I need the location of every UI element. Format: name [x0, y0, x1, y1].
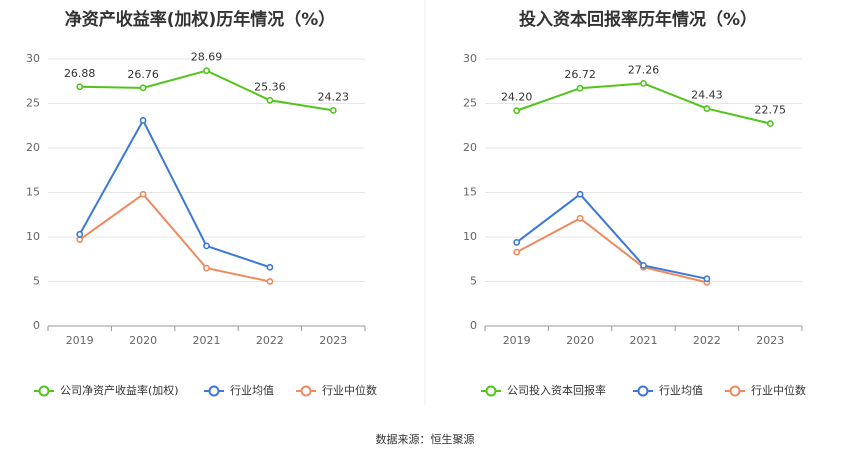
legend-label: 行业中位数 — [751, 383, 806, 397]
industry-average-data-point — [139, 117, 147, 124]
legend-item-industry-average[interactable]: 行业均值 — [204, 384, 274, 397]
legend-item-industry-median[interactable]: 行业中位数 — [725, 383, 806, 397]
industry-median-data-point — [513, 248, 521, 256]
x-tick-label: 2020 — [129, 334, 157, 347]
y-tick-label: 15 — [26, 186, 40, 199]
legend-circle-marker — [38, 385, 50, 397]
industry-average-data-point — [576, 190, 584, 198]
data-label: 26.88 — [64, 67, 96, 80]
industry-median-series-line — [79, 192, 271, 283]
data-label: 24.23 — [318, 90, 350, 103]
legend-item-company[interactable]: 公司净资产收益率(加权) — [34, 383, 179, 397]
y-tick-label: 25 — [463, 97, 477, 110]
data-label: 22.75 — [755, 104, 787, 117]
data-label: 24.43 — [691, 89, 723, 102]
company-data-point — [329, 106, 337, 114]
company-data-point — [266, 96, 274, 104]
legend-circle-marker — [300, 385, 312, 397]
y-tick-label: 5 — [33, 275, 40, 288]
chart-title: 投入资本回报率历年情况（%） — [519, 9, 757, 30]
industry-median-data-point — [576, 214, 584, 222]
chart-title: 净资产收益率(加权)历年情况（%） — [65, 9, 336, 30]
x-tick-label: 2023 — [319, 334, 347, 347]
y-tick-label: 10 — [463, 230, 477, 243]
data-label: 26.76 — [127, 68, 159, 81]
legend-circle-marker — [208, 385, 220, 397]
industry-average-data-point — [203, 242, 210, 250]
roe-chart: 净资产收益率(加权)历年情况（%） 0 5 10 15 20 25 30 2019 2020 202… — [26, 9, 377, 397]
company-data-point — [703, 105, 711, 112]
x-tick-label: 2023 — [756, 334, 784, 347]
legend-label: 公司净资产收益率(加权) — [60, 383, 179, 397]
x-tick-label: 2019 — [66, 334, 94, 347]
company-series-line — [79, 69, 334, 112]
industry-average-data-point — [640, 262, 647, 269]
y-tick-label: 5 — [470, 275, 477, 288]
legend-label: 行业均值 — [230, 384, 274, 397]
legend-item-industry-average[interactable]: 行业均值 — [633, 384, 703, 397]
data-label: 25.36 — [254, 80, 286, 93]
industry-median-series-line — [516, 217, 708, 284]
y-tick-label: 25 — [26, 97, 40, 110]
legend-circle-marker — [485, 385, 497, 397]
company-data-point — [513, 107, 521, 115]
industry-median-data-point — [139, 190, 147, 198]
legend-circle-marker — [729, 385, 741, 397]
legend-circle-marker — [637, 385, 649, 397]
legend-label: 行业均值 — [659, 384, 703, 397]
y-tick-label: 20 — [463, 141, 477, 154]
legend-label: 行业中位数 — [322, 383, 377, 397]
x-tick-label: 2019 — [503, 334, 531, 347]
data-label: 28.69 — [191, 51, 223, 64]
roic-chart: 投入资本回报率历年情况（%） 0 5 10 15 20 25 30 2019 2020 2021 20… — [463, 9, 806, 397]
industry-median-data-point — [76, 236, 84, 244]
company-data-point — [766, 120, 774, 127]
data-label: 26.72 — [564, 68, 596, 81]
industry-average-data-point — [513, 238, 521, 246]
y-tick-label: 30 — [463, 52, 477, 65]
x-tick-label: 2021 — [193, 334, 221, 347]
data-label: 27.26 — [628, 63, 660, 76]
legend-item-company[interactable]: 公司投入资本回报率 — [481, 383, 606, 397]
data-label: 24.20 — [501, 91, 533, 104]
x-tick-label: 2021 — [630, 334, 658, 347]
industry-average-series-line — [516, 192, 708, 280]
company-data-point — [139, 84, 147, 92]
company-data-point — [76, 83, 84, 91]
industry-average-data-point — [76, 230, 84, 238]
company-data-point — [576, 84, 584, 92]
industry-median-data-point — [203, 264, 210, 272]
company-data-point — [640, 79, 647, 87]
x-tick-label: 2022 — [256, 334, 284, 347]
y-tick-label: 20 — [26, 141, 40, 154]
y-tick-label: 15 — [463, 186, 477, 199]
y-tick-label: 0 — [33, 319, 40, 332]
y-tick-label: 0 — [470, 319, 477, 332]
industry-average-series-line — [78, 118, 271, 269]
x-tick-label: 2020 — [566, 334, 594, 347]
industry-average-data-point — [703, 275, 711, 283]
x-tick-label: 2022 — [693, 334, 721, 347]
legend-label: 公司投入资本回报率 — [507, 383, 606, 397]
company-data-point — [203, 67, 210, 75]
industry-average-data-point — [266, 263, 274, 271]
data-source-note: 数据来源：恒生聚源 — [376, 432, 475, 446]
y-tick-label: 30 — [26, 52, 40, 65]
industry-median-data-point — [266, 278, 274, 285]
y-tick-label: 10 — [26, 230, 40, 243]
legend-item-industry-median[interactable]: 行业中位数 — [296, 383, 377, 397]
